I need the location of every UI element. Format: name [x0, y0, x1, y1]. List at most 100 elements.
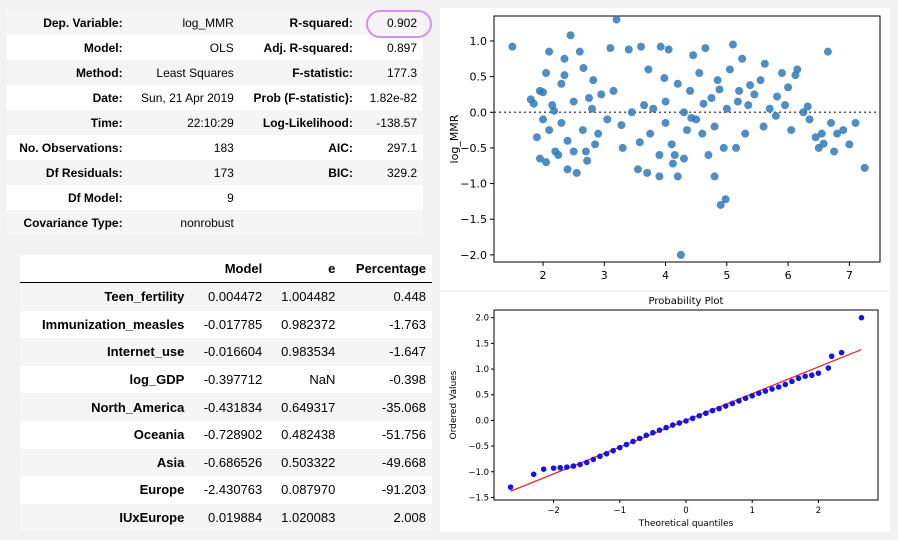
data-point	[679, 154, 688, 163]
data-point	[617, 121, 626, 130]
coef-cell: -1.647	[341, 338, 432, 366]
summary-value: 22:10:29	[128, 110, 240, 135]
summary-value: nonrobust	[128, 210, 240, 235]
coef-cell: 1.020083	[268, 503, 342, 532]
data-point	[603, 450, 610, 457]
x-tick-label: 2	[816, 506, 821, 516]
coef-variable-name: IUxEurope	[20, 503, 191, 532]
data-point	[756, 390, 762, 396]
data-point	[695, 69, 704, 78]
data-point	[701, 44, 710, 53]
coef-header: Percentage	[341, 255, 432, 283]
data-point	[781, 101, 790, 110]
data-point	[698, 129, 707, 138]
data-point	[557, 118, 566, 127]
y-tick-label: 1.0	[475, 365, 489, 375]
coef-cell: 0.503322	[268, 448, 342, 477]
data-point	[669, 422, 676, 428]
data-point	[746, 81, 755, 90]
coef-header: e	[268, 255, 342, 283]
data-point	[557, 79, 566, 88]
coef-variable-name: Asia	[20, 448, 191, 477]
data-point	[633, 165, 642, 174]
y-tick-label: −1.5	[468, 493, 489, 503]
data-point	[703, 410, 709, 417]
summary-label: Covariance Type:	[7, 210, 129, 235]
summary-value	[359, 185, 423, 210]
data-point	[773, 92, 782, 101]
data-point	[715, 85, 724, 94]
coef-row: log_GDP -0.397712 NaN -0.398	[20, 366, 432, 394]
coef-cell: 0.019884	[190, 503, 269, 532]
data-point	[803, 102, 812, 111]
data-point	[643, 432, 650, 439]
summary-label: Dep. Variable:	[7, 10, 129, 35]
data-point	[560, 71, 569, 80]
data-point	[673, 172, 682, 181]
coef-cell: 0.983534	[268, 338, 342, 366]
data-point	[679, 108, 688, 117]
summary-label: Df Model:	[67, 190, 123, 205]
summary-value: 1.82e-82	[369, 90, 417, 105]
data-point	[616, 444, 623, 451]
summary-label	[239, 210, 359, 235]
data-point	[644, 65, 653, 74]
data-point	[550, 106, 559, 115]
data-point	[579, 64, 588, 73]
data-point	[606, 44, 615, 53]
summary-row: Df Model: 9	[7, 185, 423, 210]
coef-cell: -0.431834	[190, 393, 269, 421]
summary-label: AIC:	[328, 140, 353, 155]
data-point	[689, 51, 698, 60]
data-point	[749, 392, 756, 399]
x-tick-label: −1	[614, 506, 627, 516]
summary-label: R-squared:	[239, 10, 359, 35]
data-point	[722, 403, 729, 409]
y-tick-label: −0.5	[460, 142, 487, 155]
summary-label: Adj. R-squared:	[263, 40, 353, 55]
data-point	[825, 365, 832, 371]
residual-scatter-plot: 2 3 4 5 6 7 1.0 0.5 0.0 −0.5 −1.0 −1.5 −2.0 log_MMR	[440, 8, 890, 290]
data-point	[535, 154, 544, 163]
summary-label: BIC:	[239, 160, 359, 185]
data-point	[732, 143, 741, 152]
data-point	[686, 86, 695, 95]
summary-value: 9	[227, 190, 234, 205]
data-point	[545, 47, 554, 56]
data-point	[643, 168, 652, 177]
data-point	[707, 94, 716, 102]
plot-frame	[493, 309, 879, 501]
data-point	[539, 88, 548, 97]
data-point	[589, 76, 598, 85]
coef-header	[20, 255, 191, 283]
summary-label: Method:	[7, 60, 129, 85]
coef-header: Model	[190, 255, 269, 283]
data-point	[799, 108, 808, 117]
coef-cell: NaN	[309, 372, 336, 388]
data-point	[782, 381, 789, 388]
data-point	[545, 126, 554, 135]
data-point	[636, 435, 643, 442]
data-point	[787, 126, 796, 135]
data-point	[637, 42, 646, 51]
coef-cell: 0.982372	[281, 316, 336, 332]
data-point	[603, 115, 612, 124]
x-axis-label: Theoretical quantiles	[638, 519, 734, 529]
data-point	[635, 138, 644, 147]
y-tick-label: 0.5	[470, 71, 488, 84]
data-point	[736, 398, 742, 404]
data-point	[668, 159, 677, 168]
coef-cell: -0.686526	[190, 448, 269, 477]
y-tick-label: 0.0	[475, 416, 489, 426]
data-point	[722, 104, 731, 113]
data-point	[594, 129, 603, 138]
probability-plot-svg: Probability Plot −2 −1 0 1 2 2.0 1.5 1.0 0.5 0.0 −0…	[449, 296, 879, 529]
data-point	[539, 115, 548, 124]
data-point	[683, 126, 691, 135]
coef-row: Teen_fertility 0.004472 1.004482 0.448	[20, 282, 432, 311]
y-tick-label: −0.5	[468, 442, 489, 452]
coef-cell: -0.398	[389, 372, 426, 388]
chart-title: Probability Plot	[649, 296, 724, 307]
data-point	[710, 172, 719, 181]
coefficient-table: Model e Percentage Teen_fertility 0.004472 1…	[20, 255, 432, 532]
